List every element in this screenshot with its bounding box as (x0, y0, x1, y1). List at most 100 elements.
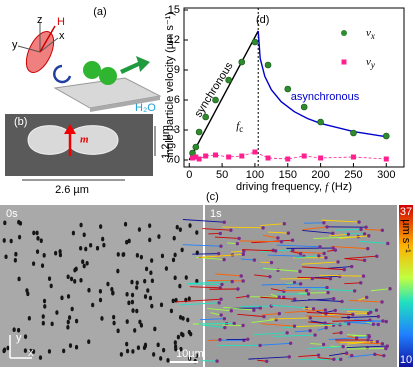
particle (350, 354, 353, 357)
particle (291, 238, 294, 241)
particle (268, 275, 271, 278)
particle (313, 333, 316, 336)
particle (140, 255, 143, 260)
particle (153, 327, 156, 332)
y-axis-label: single particle velocity (µm s⁻¹) (164, 12, 176, 163)
particle (381, 229, 384, 232)
particle (384, 347, 387, 350)
particle (149, 270, 152, 275)
particle (347, 233, 350, 236)
particle (326, 291, 329, 294)
axis-label: y (12, 39, 18, 51)
particle (288, 355, 291, 358)
particle (166, 358, 169, 363)
particle (385, 320, 388, 323)
particle (79, 223, 82, 228)
particle (366, 247, 369, 250)
particle (218, 338, 221, 341)
particle (127, 301, 130, 306)
particle (148, 238, 151, 243)
particle (68, 315, 71, 320)
x-tick-label: 300 (377, 169, 395, 181)
particle (236, 242, 239, 245)
particle (102, 243, 105, 248)
particle (172, 299, 175, 304)
particle (380, 300, 383, 303)
particle (83, 232, 86, 237)
particle (305, 289, 308, 292)
particle (173, 236, 176, 241)
particle (230, 309, 233, 312)
x-tick-label: 50 (216, 169, 228, 181)
particle (215, 359, 218, 362)
particle (67, 320, 70, 325)
particle (334, 248, 337, 251)
trajectory (347, 348, 386, 349)
particle (287, 231, 290, 234)
particle (131, 308, 134, 313)
particle (83, 264, 86, 269)
x-tick-label: 150 (279, 169, 297, 181)
colorbar-unit: µm s⁻¹ (400, 219, 412, 253)
particle (122, 252, 125, 257)
particle (117, 329, 120, 334)
point (203, 154, 208, 159)
particle (233, 322, 236, 325)
particle (36, 236, 39, 241)
particle (372, 323, 375, 326)
particle (79, 246, 82, 251)
particle (160, 303, 163, 308)
particle (10, 239, 13, 244)
particle (24, 348, 27, 353)
particle (282, 290, 285, 293)
particle (126, 349, 129, 354)
particle (341, 345, 344, 348)
particle (237, 237, 240, 240)
particle (48, 349, 51, 354)
particle (148, 223, 151, 228)
point (383, 133, 389, 139)
particle (229, 228, 232, 231)
particle (157, 343, 160, 348)
particle (161, 254, 164, 259)
async-label: asynchronous (291, 91, 360, 103)
particle (195, 230, 198, 235)
point (265, 62, 271, 68)
particle (318, 245, 321, 248)
particle (364, 225, 367, 228)
particle (3, 238, 6, 243)
particle (172, 258, 175, 263)
point (196, 129, 202, 135)
particle (162, 348, 165, 353)
point (350, 130, 356, 136)
particle (170, 309, 173, 314)
particle (338, 323, 341, 326)
particle (136, 253, 139, 258)
particle (259, 306, 262, 309)
particle (150, 304, 153, 309)
particle (35, 231, 38, 236)
particle (219, 244, 222, 247)
panel-label: (a) (93, 6, 106, 18)
point (239, 154, 244, 159)
particle (323, 321, 326, 324)
particle (278, 295, 281, 298)
particle (353, 289, 356, 292)
panel-b: (b) m 1.2 µm 2.6 µm (5, 114, 172, 196)
particle (325, 225, 328, 228)
particle (377, 323, 380, 326)
particle (179, 227, 182, 232)
particle (276, 269, 279, 272)
particle (188, 330, 191, 335)
legend-sub: x (370, 31, 375, 41)
particle (174, 253, 177, 258)
legend-marker (342, 60, 347, 65)
particle (351, 313, 354, 316)
particle (176, 225, 179, 230)
particle (382, 354, 385, 357)
legend-marker (341, 30, 347, 36)
medium-label: H₂O (135, 102, 156, 114)
particle (6, 346, 9, 351)
particle (339, 331, 342, 334)
